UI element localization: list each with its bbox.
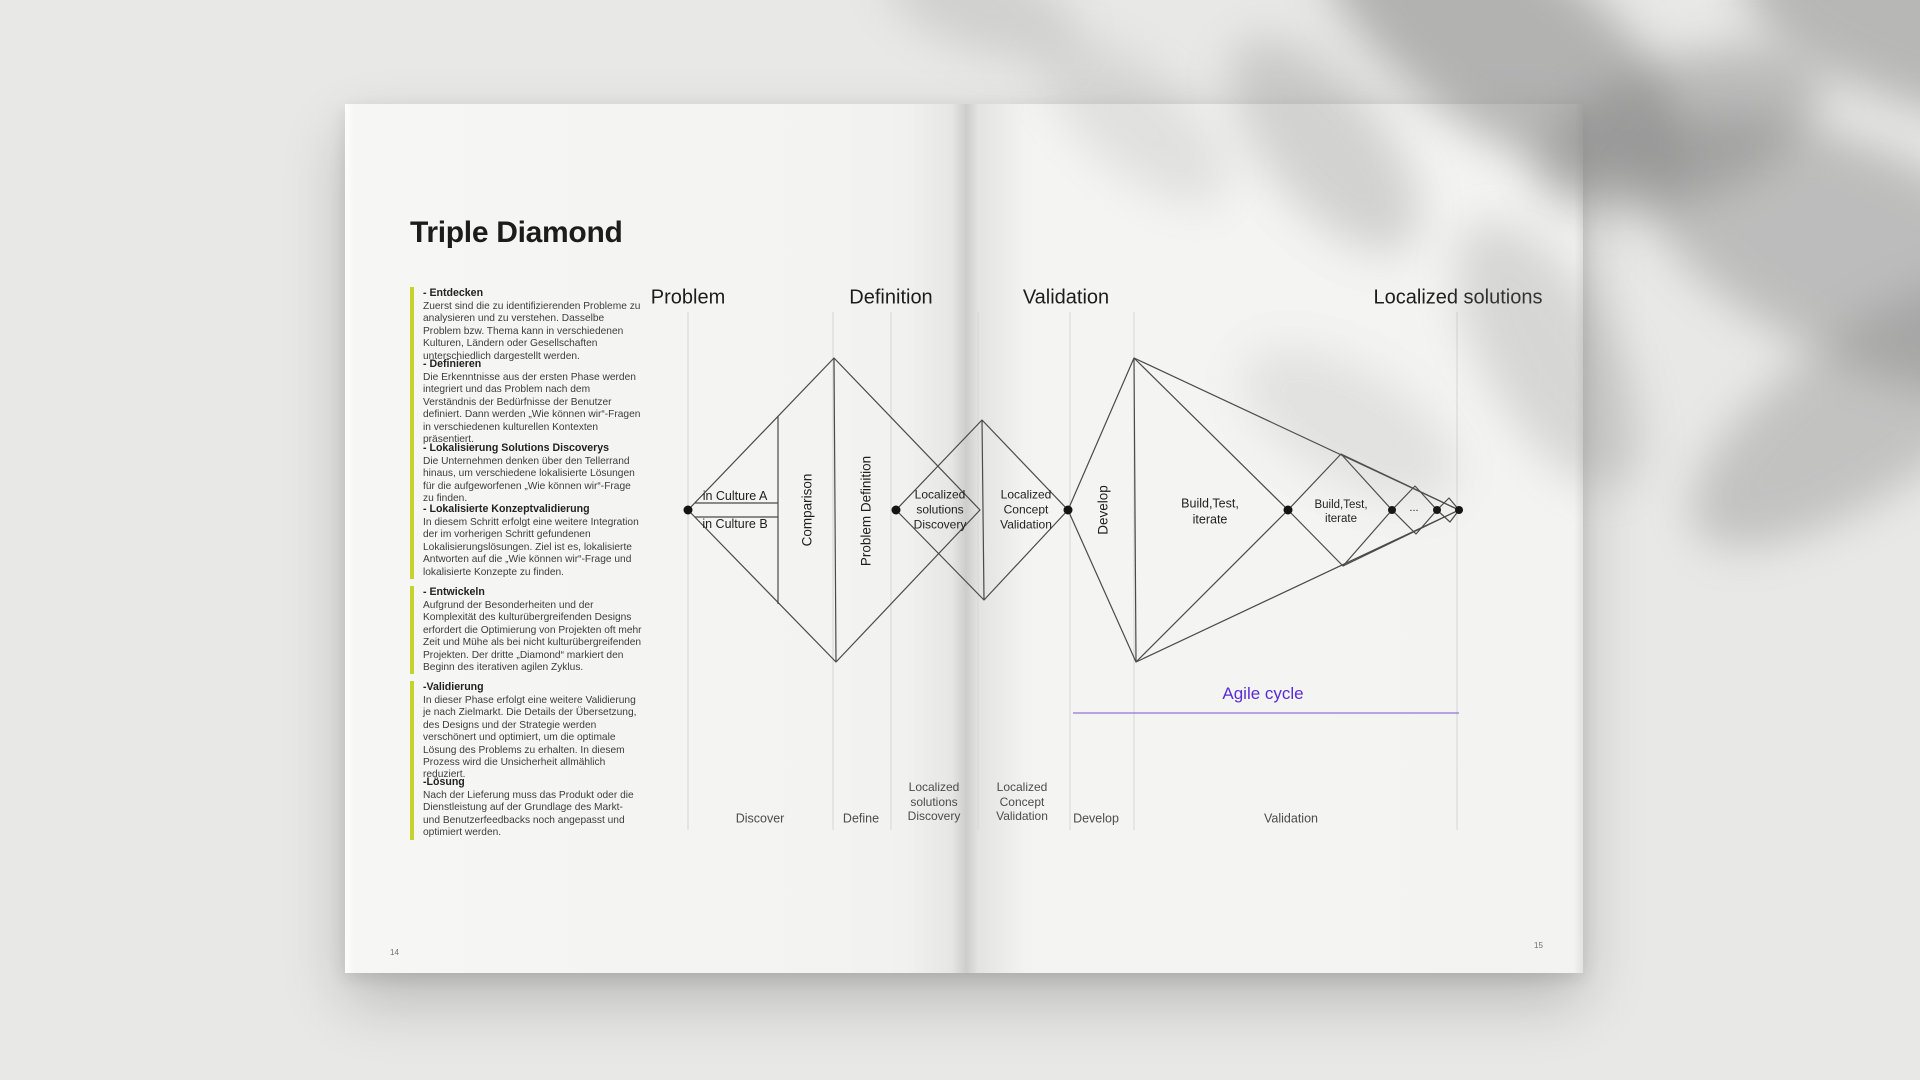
header-validation: Validation — [1022, 286, 1110, 309]
note-lokalisierung-solutions: - Lokalisierung Solutions Discoverys Die… — [410, 442, 642, 506]
note-heading: - Entdecken — [423, 287, 484, 299]
label-culture-b: in Culture B — [702, 517, 768, 531]
label-build-test-iterate-1: Build,Test, iterate — [1181, 496, 1239, 527]
header-localized-solutions: Localized solutions — [1373, 286, 1543, 309]
label-develop: Develop — [1095, 485, 1111, 535]
header-definition: Definition — [849, 286, 933, 309]
note-body: In diesem Schritt erfolgt eine weitere I… — [423, 517, 639, 578]
note-heading: - Definieren — [423, 358, 482, 370]
note-body: Die Erkenntnisse aus der ersten Phase we… — [423, 372, 641, 446]
bottom-label-develop: Develop — [1073, 811, 1119, 826]
leaf-shadow — [1652, 224, 1920, 596]
label-comparison: Comparison — [799, 473, 815, 547]
note-heading: - Entwickeln — [423, 586, 485, 598]
page-right — [966, 104, 1583, 973]
note-body: Aufgrund der Besonderheiten und der Komp… — [423, 600, 642, 674]
note-body: Zuerst sind die zu identifizierenden Pro… — [423, 301, 641, 362]
page-right-edge — [1574, 104, 1583, 973]
note-heading: - Lokalisierte Konzeptvalidierung — [423, 503, 590, 515]
header-problem: Problem — [650, 286, 726, 309]
label-culture-a: in Culture A — [702, 489, 768, 503]
label-ellipsis: ... — [1409, 502, 1419, 514]
note-body: In dieser Phase erfolgt eine weitere Val… — [423, 695, 637, 781]
note-body: Die Unternehmen denken über den Tellerra… — [423, 456, 635, 505]
note-konzeptvalidierung: - Lokalisierte Konzeptvalidierung In die… — [410, 503, 642, 580]
bottom-label-define: Define — [842, 811, 880, 826]
leaf-shadow — [870, 0, 1090, 82]
bottom-label-localized-concept-validation: Localized Concept Validation — [996, 780, 1048, 824]
leaf-shadow — [1598, 58, 1920, 452]
label-agile-cycle: Agile cycle — [1222, 684, 1304, 703]
leaf-shadow — [1725, 0, 1920, 162]
page-number-right: 15 — [1534, 941, 1543, 950]
note-entdecken: - Entdecken Zuerst sind die zu identifiz… — [410, 287, 642, 364]
page-number-left: 14 — [390, 948, 399, 957]
note-validierung: -Validierung In dieser Phase erfolgt ein… — [410, 681, 642, 782]
note-heading: - Lokalisierung Solutions Discoverys — [423, 442, 610, 454]
note-loesung: -Lösung Nach der Lieferung muss das Prod… — [410, 776, 642, 840]
page-title: Triple Diamond — [410, 216, 623, 249]
page-left-edge — [345, 104, 355, 973]
note-definieren: - Definieren Die Erkenntnisse aus der er… — [410, 358, 642, 447]
bottom-label-localized-solutions-discovery: Localized solutions Discovery — [907, 780, 961, 824]
note-body: Nach der Lieferung muss das Produkt oder… — [423, 790, 634, 839]
label-localized-concept-validation: Localized Concept Validation — [1000, 487, 1052, 532]
note-entwickeln: - Entwickeln Aufgrund der Besonderheiten… — [410, 586, 642, 675]
label-localized-solutions-discovery: Localized solutions Discovery — [913, 487, 967, 532]
note-heading: -Lösung — [423, 776, 465, 788]
note-heading: -Validierung — [423, 681, 484, 693]
bottom-label-discover: Discover — [735, 811, 785, 826]
bottom-label-validation: Validation — [1264, 811, 1318, 826]
label-build-test-iterate-2: Build,Test, iterate — [1314, 498, 1368, 525]
label-problem-definition: Problem Definition — [858, 455, 874, 567]
